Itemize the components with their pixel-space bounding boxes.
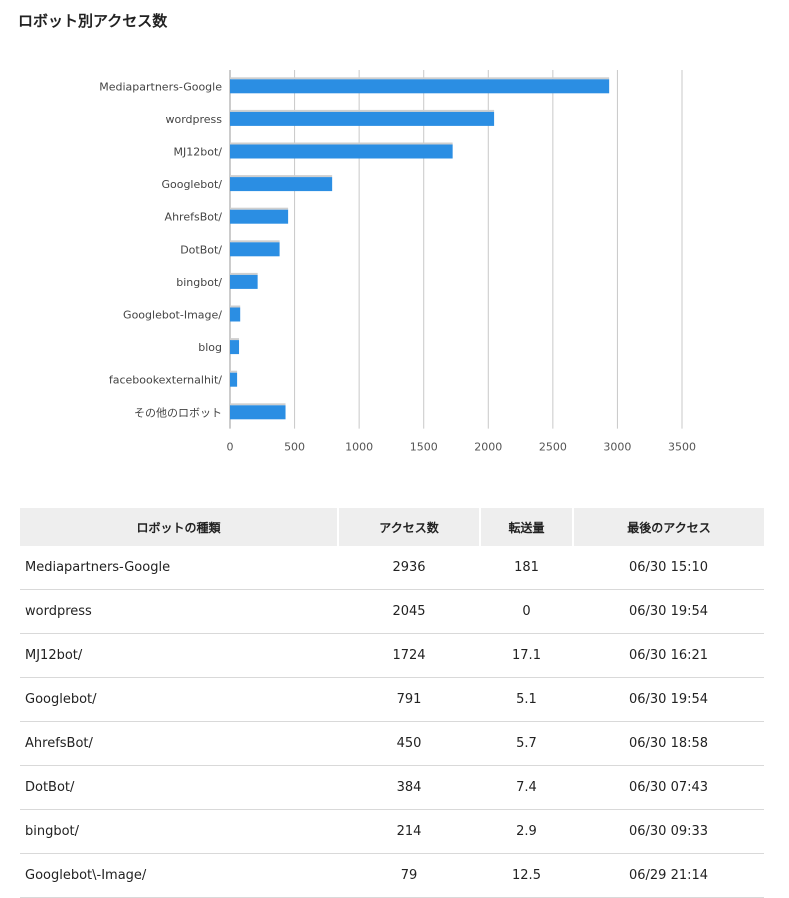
bar xyxy=(230,111,495,126)
robot-table-container: ロボットの種類 アクセス数 転送量 最後のアクセス Mediapartners-… xyxy=(20,508,764,898)
x-tick-label: 0 xyxy=(227,441,234,454)
x-tick-label: 1000 xyxy=(345,441,373,454)
robot-access-bar-chart: 0 500 1000 1500 2000 2500 3000 3500 Mediapartner… xyxy=(99,70,696,454)
bar-shadow xyxy=(230,109,495,112)
access-count-cell: 2936 xyxy=(338,546,480,590)
robot-name-cell: Googlebot/ xyxy=(20,677,338,722)
page-title: ロボット別アクセス数 xyxy=(18,12,168,30)
robot-name-cell: Googlebot\-Image/ xyxy=(20,853,338,898)
column-header-access-count[interactable]: アクセス数 xyxy=(338,508,481,546)
table-row: AhrefsBot/ 450 5.7 06/30 18:58 xyxy=(20,721,764,766)
bar xyxy=(230,372,238,387)
last-access-cell: 06/30 15:10 xyxy=(573,546,764,590)
x-tick-label: 2000 xyxy=(474,441,502,454)
column-header-last-access[interactable]: 最後のアクセス xyxy=(573,508,764,546)
table-header-row: ロボットの種類 アクセス数 転送量 最後のアクセス xyxy=(20,508,764,546)
table-row: bingbot/ 214 2.9 06/30 09:33 xyxy=(20,809,764,854)
bar xyxy=(230,307,241,322)
bar-shadow xyxy=(230,240,280,243)
category-label: blog xyxy=(198,341,222,354)
bar-shadow xyxy=(230,272,258,275)
bar-shadow xyxy=(230,207,289,210)
bar-shadow xyxy=(230,77,610,80)
last-access-cell: 06/30 16:21 xyxy=(573,633,764,678)
bar-shadow xyxy=(230,403,286,406)
robot-name-cell: Mediapartners-Google xyxy=(20,546,338,590)
access-count-cell: 384 xyxy=(338,765,480,810)
column-header-robot-type[interactable]: ロボットの種類 xyxy=(20,508,339,546)
last-access-cell: 06/30 19:54 xyxy=(573,677,764,722)
bar xyxy=(230,209,289,224)
category-label: DotBot/ xyxy=(180,243,222,256)
bar xyxy=(230,79,610,94)
robot-name-cell: AhrefsBot/ xyxy=(20,721,338,766)
category-label: その他のロボット xyxy=(134,406,222,419)
robot-name-cell: bingbot/ xyxy=(20,809,338,854)
category-label: wordpress xyxy=(165,113,222,126)
bar xyxy=(230,274,258,289)
access-count-cell: 450 xyxy=(338,721,480,766)
last-access-cell: 06/30 18:58 xyxy=(573,721,764,766)
transfer-cell: 181 xyxy=(480,546,573,590)
bar xyxy=(230,340,240,355)
bar-shadow xyxy=(230,370,238,373)
access-count-cell: 214 xyxy=(338,809,480,854)
access-count-cell: 2045 xyxy=(338,589,480,634)
bar-shadow xyxy=(230,305,241,308)
transfer-cell: 12.5 xyxy=(480,853,573,898)
category-label: AhrefsBot/ xyxy=(165,211,223,224)
table-row: wordpress 2045 0 06/30 19:54 xyxy=(20,589,764,634)
transfer-cell: 0 xyxy=(480,589,573,634)
x-tick-label: 3000 xyxy=(603,441,631,454)
bar-shadow xyxy=(230,142,453,145)
bar xyxy=(230,405,286,420)
category-label: MJ12bot/ xyxy=(174,146,223,159)
x-tick-label: 3500 xyxy=(668,441,696,454)
x-tick-label: 2500 xyxy=(539,441,567,454)
robot-access-table: ロボットの種類 アクセス数 転送量 最後のアクセス Mediapartners-… xyxy=(20,508,764,898)
table-row: Googlebot/ 791 5.1 06/30 19:54 xyxy=(20,677,764,722)
transfer-cell: 17.1 xyxy=(480,633,573,678)
last-access-cell: 06/30 19:54 xyxy=(573,589,764,634)
x-tick-label: 1500 xyxy=(410,441,438,454)
table-row: Mediapartners-Google 2936 181 06/30 15:1… xyxy=(20,546,764,590)
category-label: facebookexternalhit/ xyxy=(109,374,222,387)
last-access-cell: 06/30 07:43 xyxy=(573,765,764,810)
access-count-cell: 1724 xyxy=(338,633,480,678)
transfer-cell: 7.4 xyxy=(480,765,573,810)
bar xyxy=(230,144,453,159)
transfer-cell: 2.9 xyxy=(480,809,573,854)
category-label: Googlebot/ xyxy=(161,178,222,191)
bar xyxy=(230,242,280,257)
table-row: Googlebot\-Image/ 79 12.5 06/29 21:14 xyxy=(20,853,764,898)
bar xyxy=(230,177,333,192)
access-count-cell: 79 xyxy=(338,853,480,898)
access-count-cell: 791 xyxy=(338,677,480,722)
transfer-cell: 5.1 xyxy=(480,677,573,722)
transfer-cell: 5.7 xyxy=(480,721,573,766)
x-tick-label: 500 xyxy=(284,441,305,454)
last-access-cell: 06/29 21:14 xyxy=(573,853,764,898)
table-row: DotBot/ 384 7.4 06/30 07:43 xyxy=(20,765,764,810)
table-row: MJ12bot/ 1724 17.1 06/30 16:21 xyxy=(20,633,764,678)
last-access-cell: 06/30 09:33 xyxy=(573,809,764,854)
category-label: Googlebot-Image/ xyxy=(123,309,222,322)
bar-shadow xyxy=(230,175,333,178)
robot-name-cell: wordpress xyxy=(20,589,338,634)
category-label: bingbot/ xyxy=(176,276,222,289)
robot-name-cell: MJ12bot/ xyxy=(20,633,338,678)
column-header-transfer[interactable]: 転送量 xyxy=(480,508,574,546)
robot-name-cell: DotBot/ xyxy=(20,765,338,810)
bar-shadow xyxy=(230,338,240,341)
category-label: Mediapartners-Google xyxy=(99,80,222,93)
